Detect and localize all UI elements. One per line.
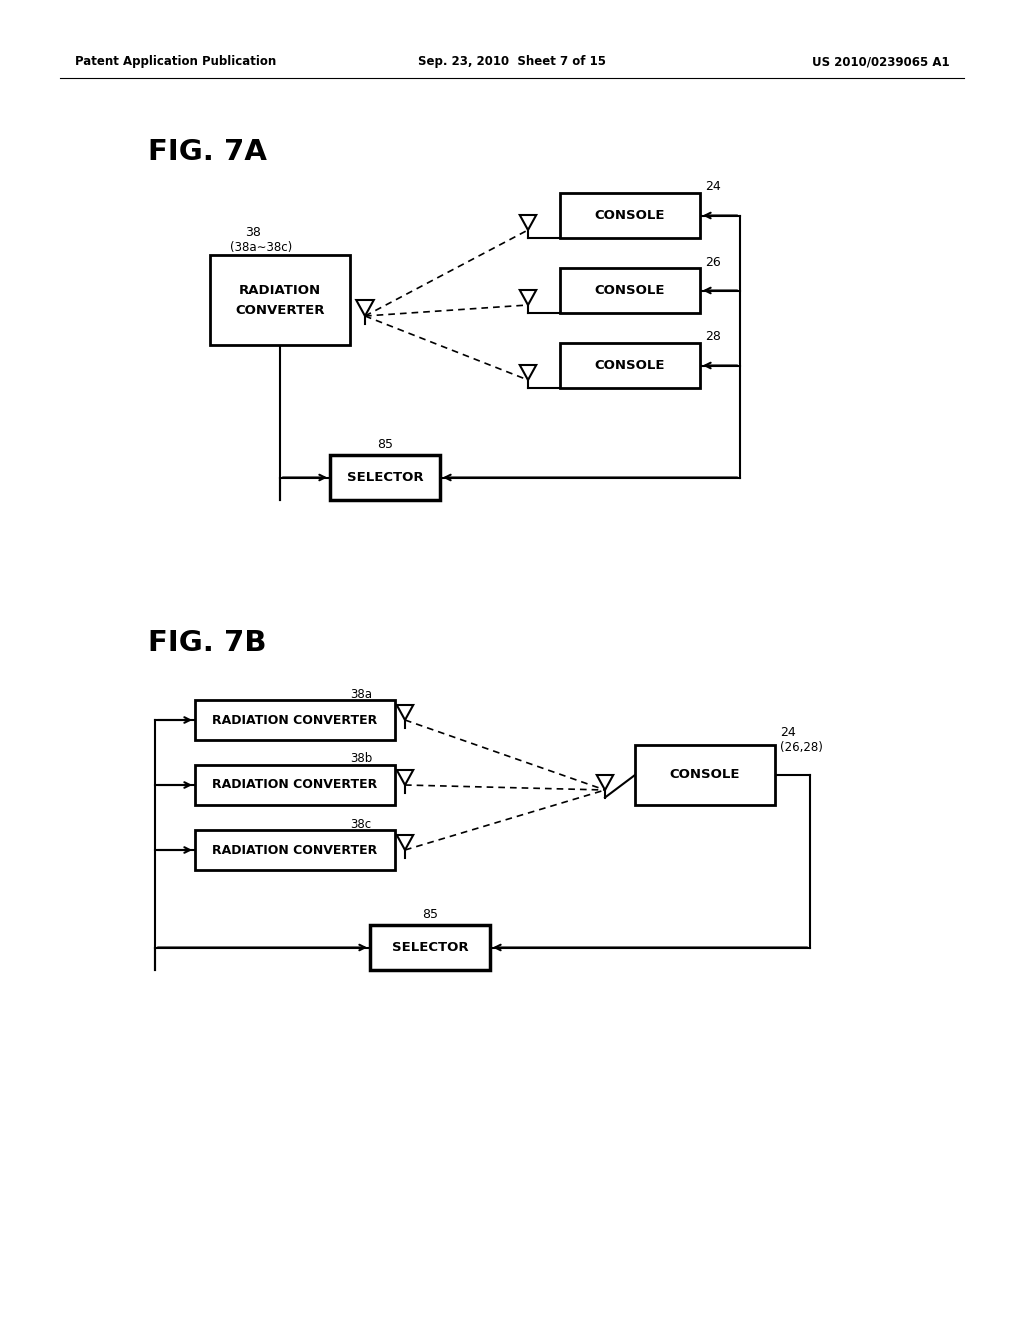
Text: 24: 24 (705, 181, 721, 194)
Text: 28: 28 (705, 330, 721, 343)
Bar (560, 193, 700, 238)
Text: FIG. 7B: FIG. 7B (148, 630, 266, 657)
Text: US 2010/0239065 A1: US 2010/0239065 A1 (812, 55, 950, 69)
Text: 85: 85 (377, 438, 393, 451)
Text: CONVERTER: CONVERTER (236, 304, 325, 317)
Bar (195, 700, 395, 741)
Text: FIG. 7A: FIG. 7A (148, 139, 267, 166)
Text: 85: 85 (422, 908, 438, 921)
Bar (195, 830, 395, 870)
Text: RADIATION: RADIATION (239, 284, 322, 297)
Text: SELECTOR: SELECTOR (347, 471, 423, 484)
Text: 24: 24 (780, 726, 796, 739)
Text: CONSOLE: CONSOLE (595, 359, 666, 372)
Text: CONSOLE: CONSOLE (595, 209, 666, 222)
Text: (26,28): (26,28) (780, 741, 823, 754)
Text: RADIATION CONVERTER: RADIATION CONVERTER (212, 843, 378, 857)
Text: Patent Application Publication: Patent Application Publication (75, 55, 276, 69)
Text: SELECTOR: SELECTOR (392, 941, 468, 954)
Bar (560, 268, 700, 313)
Text: 26: 26 (705, 256, 721, 268)
Bar (635, 744, 775, 805)
Bar (210, 255, 350, 345)
Bar (370, 925, 490, 970)
Text: RADIATION CONVERTER: RADIATION CONVERTER (212, 714, 378, 726)
Text: (38a∼38c): (38a∼38c) (230, 240, 292, 253)
Text: CONSOLE: CONSOLE (595, 284, 666, 297)
Text: 38: 38 (245, 227, 261, 239)
Text: 38a: 38a (350, 688, 372, 701)
Bar (330, 455, 440, 500)
Bar (560, 343, 700, 388)
Text: 38b: 38b (350, 752, 373, 766)
Text: Sep. 23, 2010  Sheet 7 of 15: Sep. 23, 2010 Sheet 7 of 15 (418, 55, 606, 69)
Text: RADIATION CONVERTER: RADIATION CONVERTER (212, 779, 378, 792)
Text: 38c: 38c (350, 817, 371, 830)
Bar (195, 766, 395, 805)
Text: CONSOLE: CONSOLE (670, 768, 740, 781)
